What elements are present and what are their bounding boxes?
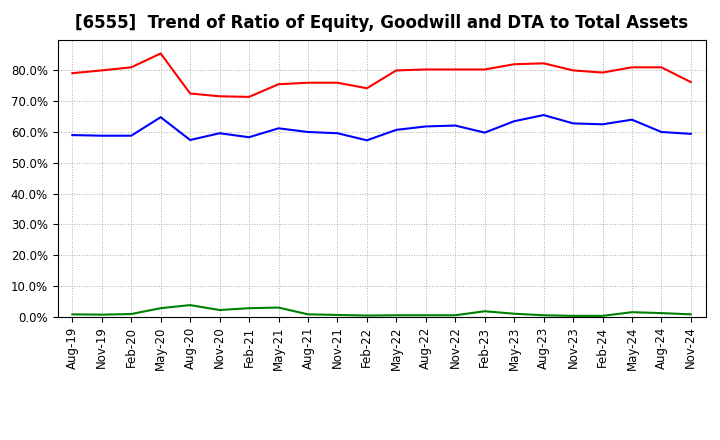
Deferred Tax Assets <box>480 308 489 314</box>
Deferred Tax Assets <box>333 312 342 318</box>
Deferred Tax Assets <box>274 305 283 310</box>
Goodwill <box>304 129 312 135</box>
Deferred Tax Assets <box>451 312 459 318</box>
Equity <box>363 86 372 91</box>
Equity <box>657 65 666 70</box>
Goodwill <box>687 131 696 136</box>
Equity <box>304 80 312 85</box>
Equity <box>687 80 696 85</box>
Equity <box>480 67 489 72</box>
Goodwill <box>598 121 607 127</box>
Equity <box>97 68 106 73</box>
Goodwill <box>186 137 194 143</box>
Deferred Tax Assets <box>392 312 400 318</box>
Goodwill <box>156 114 165 120</box>
Equity <box>569 68 577 73</box>
Deferred Tax Assets <box>569 313 577 319</box>
Goodwill <box>539 112 548 117</box>
Line: Equity: Equity <box>72 53 691 97</box>
Equity <box>628 65 636 70</box>
Deferred Tax Assets <box>363 313 372 318</box>
Goodwill <box>245 135 253 140</box>
Deferred Tax Assets <box>628 309 636 315</box>
Equity <box>274 81 283 87</box>
Goodwill <box>657 129 666 135</box>
Goodwill <box>127 133 135 138</box>
Goodwill <box>451 123 459 128</box>
Deferred Tax Assets <box>127 312 135 317</box>
Equity <box>68 70 76 76</box>
Goodwill <box>421 124 430 129</box>
Deferred Tax Assets <box>215 308 224 313</box>
Equity <box>539 61 548 66</box>
Goodwill <box>569 121 577 126</box>
Deferred Tax Assets <box>657 311 666 316</box>
Goodwill <box>628 117 636 122</box>
Line: Deferred Tax Assets: Deferred Tax Assets <box>72 305 691 316</box>
Deferred Tax Assets <box>421 312 430 318</box>
Deferred Tax Assets <box>598 313 607 319</box>
Title: [6555]  Trend of Ratio of Equity, Goodwill and DTA to Total Assets: [6555] Trend of Ratio of Equity, Goodwil… <box>75 15 688 33</box>
Deferred Tax Assets <box>97 312 106 317</box>
Line: Goodwill: Goodwill <box>72 115 691 140</box>
Goodwill <box>392 127 400 132</box>
Equity <box>245 94 253 99</box>
Goodwill <box>363 138 372 143</box>
Goodwill <box>333 131 342 136</box>
Equity <box>186 91 194 96</box>
Goodwill <box>97 133 106 138</box>
Equity <box>598 70 607 75</box>
Goodwill <box>510 118 518 124</box>
Goodwill <box>480 130 489 135</box>
Goodwill <box>215 131 224 136</box>
Equity <box>127 65 135 70</box>
Deferred Tax Assets <box>156 305 165 311</box>
Equity <box>156 51 165 56</box>
Deferred Tax Assets <box>687 312 696 317</box>
Deferred Tax Assets <box>510 311 518 316</box>
Goodwill <box>68 132 76 138</box>
Equity <box>392 68 400 73</box>
Equity <box>451 67 459 72</box>
Equity <box>421 67 430 72</box>
Deferred Tax Assets <box>245 305 253 311</box>
Equity <box>333 80 342 85</box>
Equity <box>215 94 224 99</box>
Goodwill <box>274 126 283 131</box>
Equity <box>510 62 518 67</box>
Deferred Tax Assets <box>304 312 312 317</box>
Deferred Tax Assets <box>68 312 76 317</box>
Deferred Tax Assets <box>186 302 194 308</box>
Deferred Tax Assets <box>539 312 548 318</box>
